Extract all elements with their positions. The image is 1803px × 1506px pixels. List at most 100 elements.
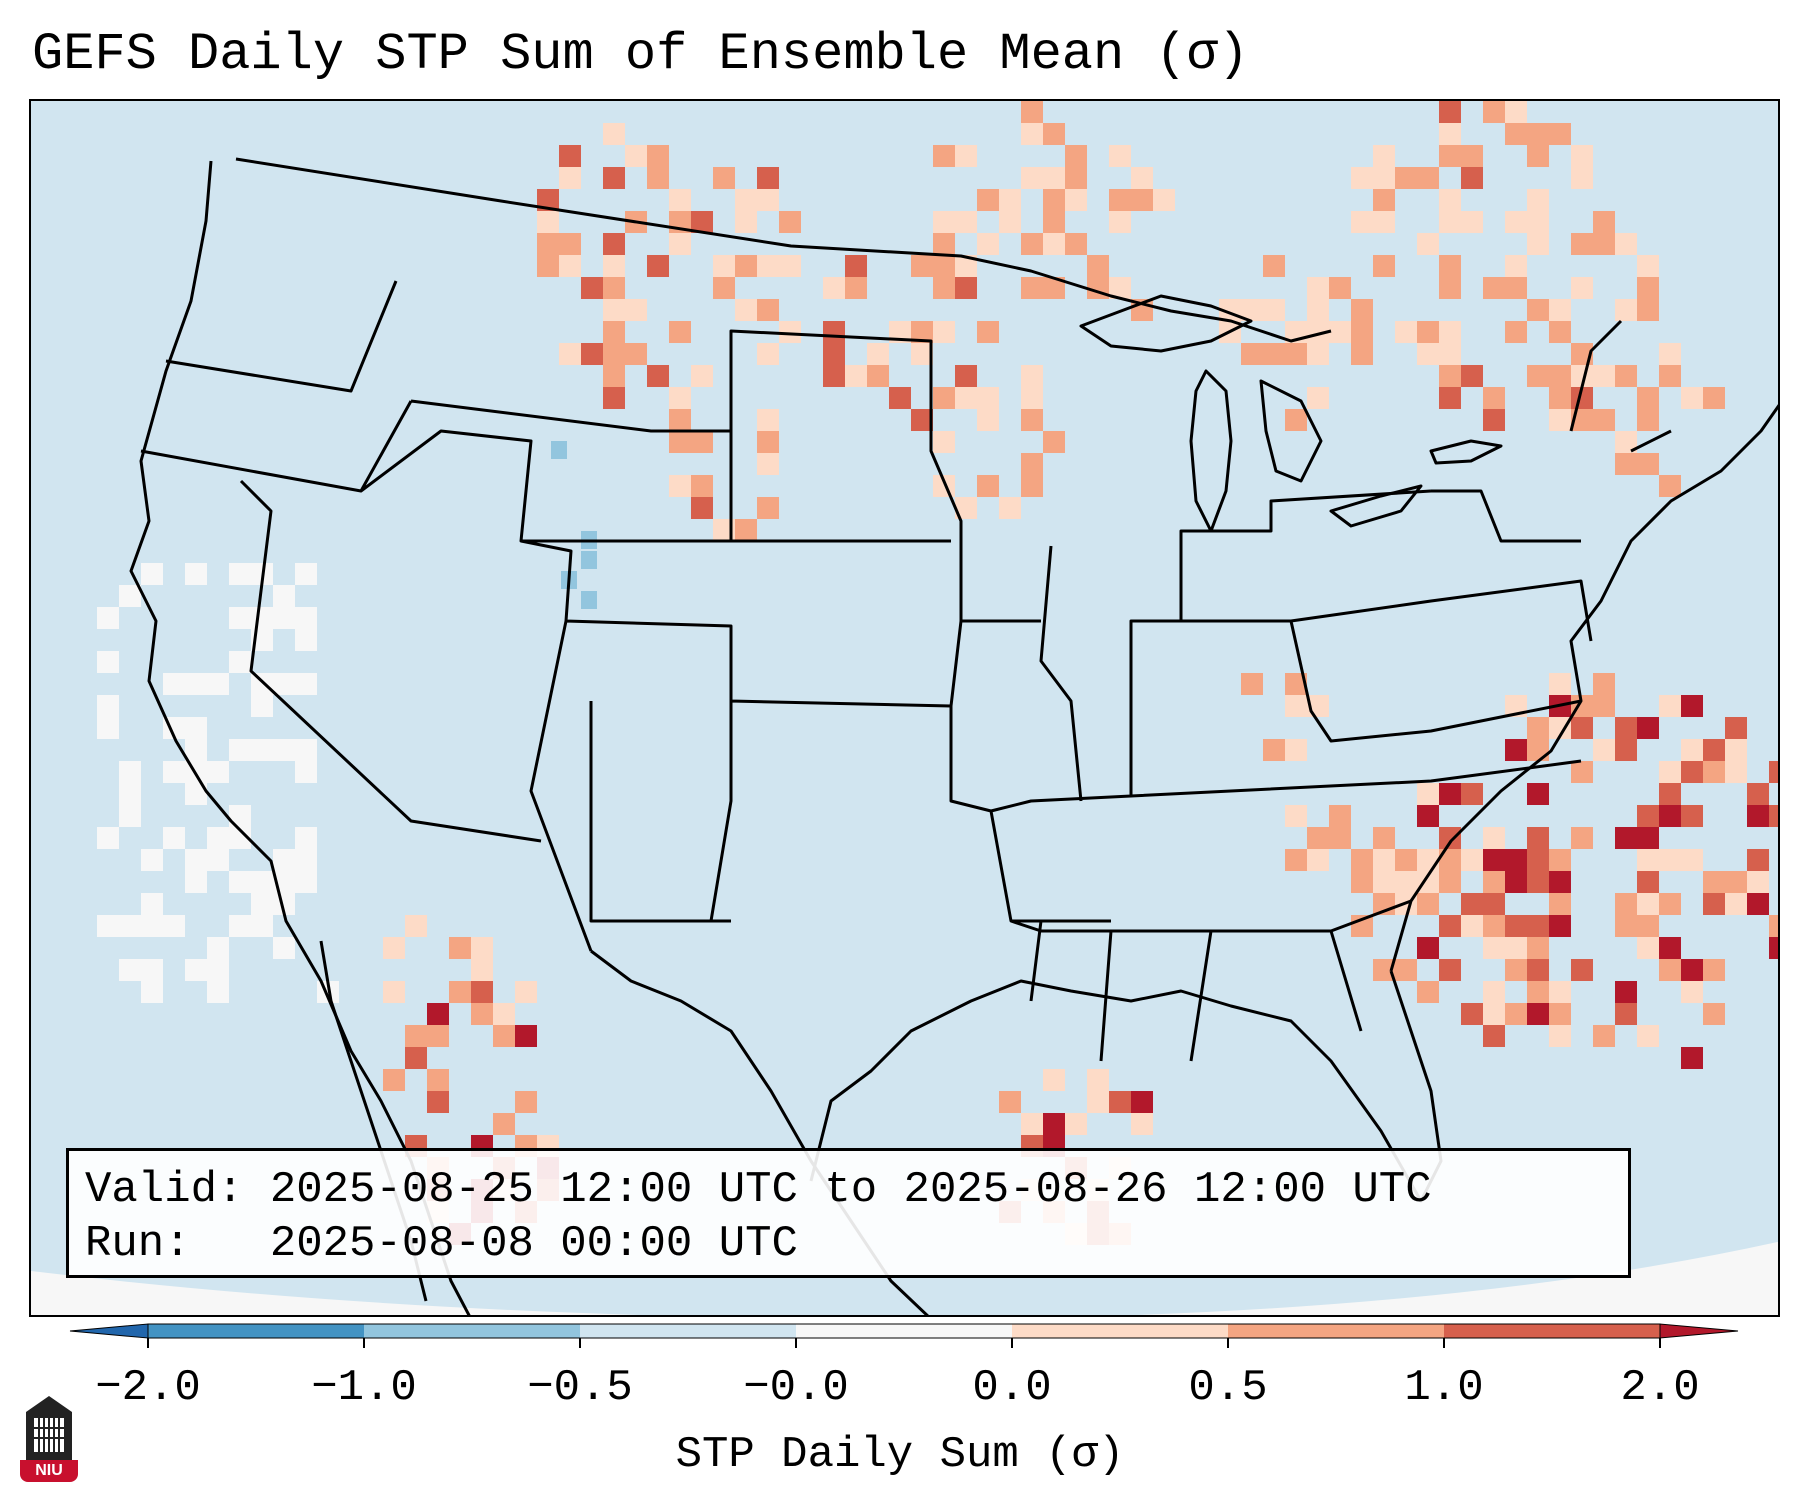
stp-cell: [1527, 145, 1549, 167]
stp-cell: [1021, 123, 1043, 145]
stp-cell: [1505, 321, 1527, 343]
stp-cell: [1703, 1003, 1725, 1025]
colorbar-segment: [1444, 1324, 1660, 1338]
stp-cell: [97, 651, 119, 673]
stp-cell: [141, 849, 163, 871]
stp-cell: [823, 321, 845, 343]
stp-cell: [1505, 255, 1527, 277]
stp-cell: [1593, 739, 1615, 761]
stp-cell: [1681, 739, 1703, 761]
stp-cell: [1021, 365, 1043, 387]
colorbar-segment: [1228, 1324, 1444, 1338]
stp-cell: [1087, 255, 1109, 277]
stp-cell: [295, 673, 317, 695]
stp-cell: [1637, 299, 1659, 321]
stp-cell: [1395, 321, 1417, 343]
stp-cell: [1571, 717, 1593, 739]
stp-cell: [1439, 123, 1461, 145]
stp-cell: [1395, 849, 1417, 871]
stp-cell: [1109, 211, 1131, 233]
stp-cell: [669, 475, 691, 497]
stp-cell: [1087, 1091, 1109, 1113]
stp-cell: [1417, 805, 1439, 827]
stp-cell: [97, 607, 119, 629]
stp-cell: [1549, 321, 1571, 343]
stp-cell: [955, 145, 977, 167]
stp-cell: [1417, 981, 1439, 1003]
stp-cell: [1021, 475, 1043, 497]
stp-cell: [1593, 233, 1615, 255]
stp-cell: [537, 189, 559, 211]
stp-cell: [713, 255, 735, 277]
stp-cell: [955, 211, 977, 233]
stp-cell: [603, 321, 625, 343]
stp-cell: [559, 233, 581, 255]
stp-cell: [207, 761, 229, 783]
stp-cell: [97, 717, 119, 739]
stp-cell: [1527, 365, 1549, 387]
stp-cell: [229, 827, 251, 849]
stp-cell: [97, 695, 119, 717]
stp-cell: [1351, 343, 1373, 365]
stp-cell: [229, 871, 251, 893]
lake-erie: [1329, 484, 1423, 528]
stp-cell: [1593, 211, 1615, 233]
colorbar-extend-low: [69, 1323, 149, 1339]
stp-cell: [1241, 673, 1263, 695]
stp-cell: [1615, 827, 1637, 849]
stp-cell: [1483, 1003, 1505, 1025]
stp-cell: [1307, 387, 1329, 409]
stp-cell: [933, 255, 955, 277]
stp-cell: [757, 255, 779, 277]
stp-cell: [1505, 101, 1527, 123]
stp-cell: [1659, 959, 1681, 981]
stp-cell: [603, 277, 625, 299]
stp-cell: [1659, 365, 1681, 387]
stp-cell: [1483, 893, 1505, 915]
stp-cell: [1417, 849, 1439, 871]
stp-cell: [999, 1091, 1021, 1113]
stp-cell: [119, 783, 141, 805]
stp-cell: [691, 497, 713, 519]
stp-cell: [1571, 233, 1593, 255]
stp-field-cells: [97, 101, 1778, 1245]
stp-cell: [669, 409, 691, 431]
stp-cell: [1637, 255, 1659, 277]
stp-cell: [735, 255, 757, 277]
stp-cell: [1527, 827, 1549, 849]
stp-cell: [933, 277, 955, 299]
stp-cell: [581, 343, 603, 365]
stp-cell: [185, 739, 207, 761]
stp-cell: [1615, 233, 1637, 255]
stp-cell: [1483, 915, 1505, 937]
stp-cell: [1285, 849, 1307, 871]
colorbar-tick-label: 2.0: [1620, 1363, 1700, 1413]
stp-cell: [1131, 189, 1153, 211]
stp-cell: [1417, 783, 1439, 805]
run-time-text: Run: 2025-08-08 00:00 UTC: [85, 1219, 798, 1269]
stp-cell: [1065, 1113, 1087, 1135]
stp-cell: [1417, 871, 1439, 893]
stp-cell: [1241, 343, 1263, 365]
stp-cell: [1659, 783, 1681, 805]
stp-cell: [669, 233, 691, 255]
stp-cell: [999, 211, 1021, 233]
stp-cell: [1549, 673, 1571, 695]
stp-cell: [1527, 211, 1549, 233]
stp-cell: [1461, 783, 1483, 805]
stp-cell: [1241, 299, 1263, 321]
chart-title: GEFS Daily STP Sum of Ensemble Mean (σ): [32, 25, 1249, 84]
stp-cell: [1637, 717, 1659, 739]
stp-cell: [1439, 321, 1461, 343]
stp-cell: [207, 981, 229, 1003]
stp-cell: [647, 167, 669, 189]
stp-cell: [779, 321, 801, 343]
stp-cell: [1593, 695, 1615, 717]
stp-cell: [1505, 211, 1527, 233]
stp-cell: [1021, 409, 1043, 431]
stp-cell: [647, 145, 669, 167]
stp-cell: [1021, 387, 1043, 409]
stp-cell: [229, 651, 251, 673]
stp-cell: [295, 629, 317, 651]
pacific-coast: [129, 160, 471, 1315]
